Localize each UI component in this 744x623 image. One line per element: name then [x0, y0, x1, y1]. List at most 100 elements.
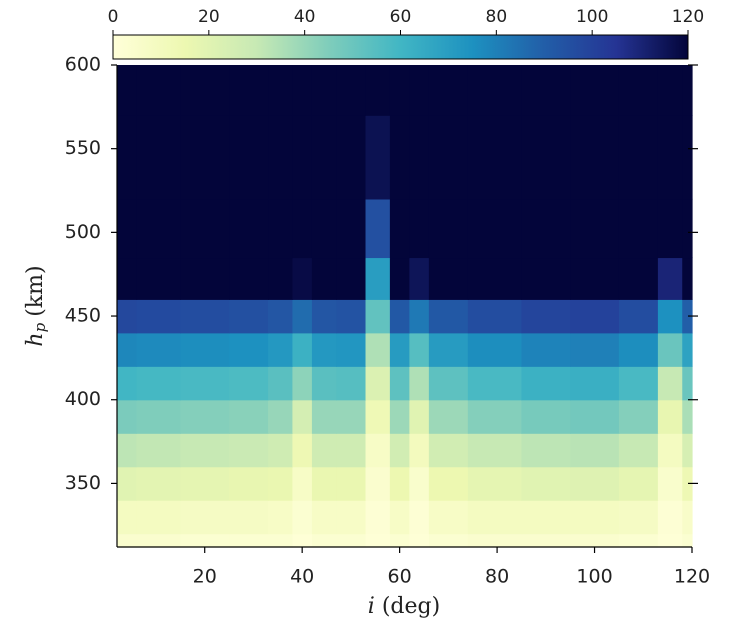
heat-cell	[336, 533, 367, 548]
heat-cell	[117, 65, 138, 116]
heat-cell	[117, 257, 138, 300]
heat-cell	[428, 198, 469, 259]
heat-cell	[180, 466, 230, 501]
heat-cell	[682, 257, 693, 300]
heat-cell	[136, 466, 181, 501]
heat-cell	[467, 466, 523, 501]
heat-cell	[389, 500, 410, 535]
heat-cell	[389, 533, 410, 548]
heat-cell	[180, 399, 230, 434]
heat-cell	[682, 533, 693, 548]
heat-cell	[365, 533, 391, 548]
heat-cell	[336, 466, 367, 501]
colorbar-tick-label: 40	[294, 7, 316, 27]
heat-cell	[311, 299, 337, 334]
heat-cell	[409, 466, 430, 501]
heat-cell	[336, 433, 367, 468]
heat-cell	[229, 433, 269, 468]
heat-cell	[682, 399, 693, 434]
heat-cell	[409, 332, 430, 367]
colorbar-tick-label: 60	[390, 7, 412, 27]
heat-cell	[409, 257, 430, 300]
heat-cell	[467, 65, 523, 116]
heat-cell	[268, 399, 294, 434]
heat-cell	[618, 533, 659, 548]
heat-cell	[467, 299, 523, 334]
heat-cell	[365, 366, 391, 401]
heat-cell	[467, 257, 523, 300]
heat-cell	[117, 399, 138, 434]
heat-cell	[657, 533, 683, 548]
heat-cell	[389, 198, 410, 259]
x-label-symbol: i	[368, 594, 375, 619]
heat-cell	[521, 433, 571, 468]
heat-cell	[657, 65, 683, 116]
heat-cell	[268, 65, 294, 116]
heat-cell	[292, 115, 313, 200]
heat-cell	[292, 399, 313, 434]
y-tick-label: 350	[65, 472, 101, 494]
heat-cell	[229, 500, 269, 535]
heat-cell	[117, 299, 138, 334]
heat-cell	[428, 533, 469, 548]
heat-cell	[389, 399, 410, 434]
heat-cell	[521, 466, 571, 501]
heat-cell	[570, 433, 620, 468]
heat-cell	[428, 115, 469, 200]
heat-cell	[229, 65, 269, 116]
x-tick-label: 80	[485, 566, 509, 588]
heat-cell	[229, 299, 269, 334]
heat-cell	[180, 198, 230, 259]
heat-cell	[365, 299, 391, 334]
heat-cell	[428, 65, 469, 116]
heat-cell	[657, 399, 683, 434]
heat-cell	[428, 500, 469, 535]
heat-cell	[117, 533, 138, 548]
heat-cell	[409, 500, 430, 535]
heat-cell	[136, 115, 181, 200]
heat-cell	[292, 433, 313, 468]
heat-cell	[180, 500, 230, 535]
heat-cell	[180, 332, 230, 367]
x-tick-label: 60	[388, 566, 412, 588]
heat-cell	[268, 533, 294, 548]
heat-cell	[229, 332, 269, 367]
heat-cell	[389, 366, 410, 401]
colorbar-tick-label: 100	[576, 7, 608, 27]
heat-cell	[336, 257, 367, 300]
heat-cell	[618, 466, 659, 501]
heat-cell	[521, 115, 571, 200]
heat-cell	[467, 115, 523, 200]
heat-cell	[268, 198, 294, 259]
x-label-unit: (deg)	[382, 594, 440, 619]
colorbar-tick-label: 80	[486, 7, 508, 27]
heat-cell	[268, 500, 294, 535]
heat-cell	[409, 299, 430, 334]
heat-cell	[136, 332, 181, 367]
heat-cell	[570, 399, 620, 434]
heat-cell	[618, 299, 659, 334]
heat-cell	[117, 332, 138, 367]
heat-cell	[409, 65, 430, 116]
heat-cell	[336, 366, 367, 401]
heat-cell	[682, 466, 693, 501]
heat-cell	[618, 115, 659, 200]
heat-cell	[467, 500, 523, 535]
heat-cell	[180, 65, 230, 116]
x-tick-label: 100	[576, 566, 612, 588]
heat-cell	[229, 115, 269, 200]
heat-cell	[180, 115, 230, 200]
heat-cell	[311, 433, 337, 468]
heat-cell	[229, 466, 269, 501]
heat-cell	[428, 257, 469, 300]
heat-cell	[180, 533, 230, 548]
y-label-symbol: h	[23, 332, 48, 346]
heat-cell	[336, 198, 367, 259]
heat-cell	[409, 198, 430, 259]
heat-cell	[336, 299, 367, 334]
x-tick-label: 20	[193, 566, 217, 588]
heat-cell	[292, 65, 313, 116]
heat-cell	[117, 466, 138, 501]
heat-cell	[389, 332, 410, 367]
heat-cell	[365, 500, 391, 535]
